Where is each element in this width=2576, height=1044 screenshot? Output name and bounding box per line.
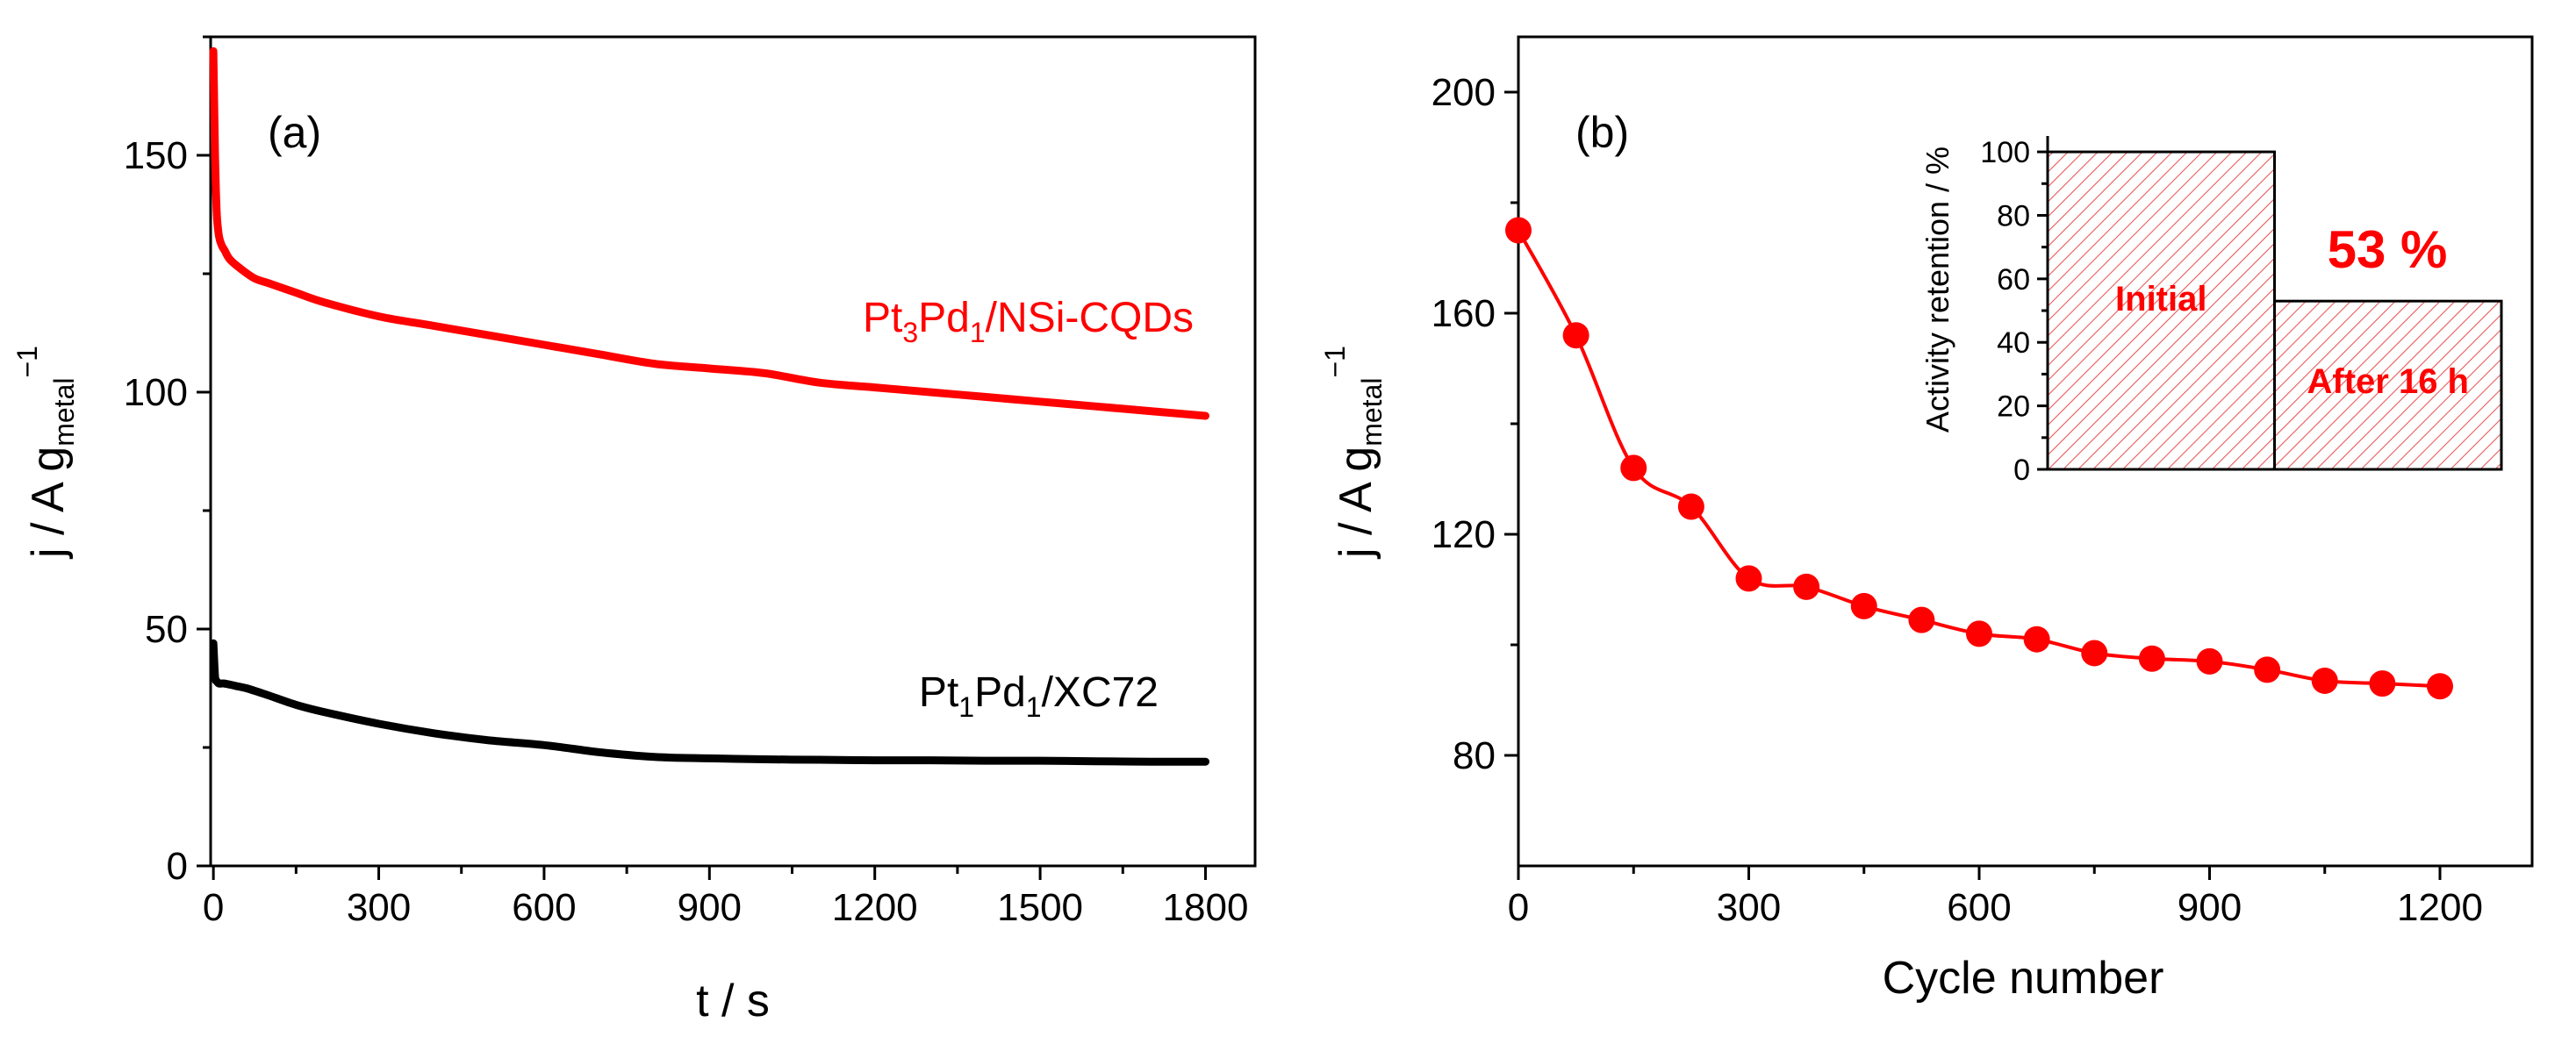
y-axis-title-a-sub: metal xyxy=(48,378,80,447)
x-axis-title-b: Cycle number xyxy=(1883,953,2164,1004)
a-xtick-label-4: 1200 xyxy=(832,886,918,929)
b-xtick-label-0: 0 xyxy=(1508,886,1529,929)
inset-y-axis: 0 20 40 60 80 100 xyxy=(1980,136,2501,487)
b-data-point-15 xyxy=(2369,670,2396,697)
inset-ytick-label-1: 20 xyxy=(1997,390,2030,424)
b-data-point-6 xyxy=(1850,592,1877,619)
a-ytick-label-2: 100 xyxy=(124,371,188,414)
a-ytick-label-3: 150 xyxy=(124,134,188,177)
a-xtick-label-0: 0 xyxy=(203,886,224,929)
series-label-red: Pt3Pd1/NSi-CQDs xyxy=(863,295,1194,348)
b-xtick-label-4: 1200 xyxy=(2397,886,2483,929)
b-data-point-9 xyxy=(2023,626,2050,653)
inset-bar-chart: Initial After 16 h 0 20 40 60 80 100 Activity … xyxy=(1919,136,2503,487)
y-axis-title-b-sub: metal xyxy=(1356,378,1388,447)
b-data-point-2 xyxy=(1620,454,1647,482)
x-axis-title-a: t / s xyxy=(696,976,770,1026)
b-data-point-8 xyxy=(1966,620,1992,647)
b-ytick-label-2: 160 xyxy=(1432,292,1496,335)
series-group-a xyxy=(209,46,1209,766)
retention-annotation: 53 % xyxy=(2328,220,2448,279)
b-xtick-label-3: 900 xyxy=(2178,886,2242,929)
y-axis-title-b-sup: −1 xyxy=(1319,346,1351,377)
series-group-b xyxy=(1505,217,2453,700)
y-axis-ticks-a: 0 50 100 150 xyxy=(124,35,211,888)
a-ytick-label-0: 0 xyxy=(167,845,188,888)
b-ytick-label-3: 200 xyxy=(1432,71,1496,114)
series-red-part1: Pt xyxy=(863,295,902,341)
inset-bars: Initial After 16 h xyxy=(2046,150,2503,471)
b-data-point-3 xyxy=(1677,493,1704,520)
y-axis-title-a: j / A gmetal−1 xyxy=(11,346,80,560)
y-axis-title-b-base: j / A g xyxy=(1331,447,1381,560)
series-red-part3: /NSi-CQDs xyxy=(986,295,1194,341)
plot-frame-b xyxy=(1517,35,2534,868)
b-data-point-5 xyxy=(1793,573,1820,600)
series-black-sub1: 1 xyxy=(958,691,974,723)
series-red-sub1: 3 xyxy=(902,317,918,348)
a-xtick-label-1: 300 xyxy=(347,886,411,929)
y-axis-title-a-base: j / A g xyxy=(23,447,74,560)
inset-ytick-label-4: 80 xyxy=(1997,199,2030,232)
inset-bar-label-1: After 16 h xyxy=(2307,362,2470,401)
a-xtick-label-3: 900 xyxy=(678,886,742,929)
series-black-part3: /XC72 xyxy=(1042,669,1159,716)
b-xtick-label-1: 300 xyxy=(1717,886,1781,929)
y-axis-title-a-sup: −1 xyxy=(11,346,43,377)
x-axis-ticks-b: 0 300 600 900 1200 xyxy=(1508,866,2483,929)
series-label-black: Pt1Pd1/XC72 xyxy=(919,669,1159,723)
b-data-point-1 xyxy=(1562,322,1589,349)
series-black-part2: Pd xyxy=(974,669,1026,716)
b-xtick-label-2: 600 xyxy=(1947,886,2011,929)
series-red-sub2: 1 xyxy=(970,317,986,348)
b-data-point-4 xyxy=(1735,565,1762,592)
a-series-line-1 xyxy=(209,639,1209,766)
inset-bar-1 xyxy=(2273,299,2503,471)
inset-ytick-label-2: 40 xyxy=(1997,326,2030,360)
y-axis-title-b: j / A gmetal−1 xyxy=(1319,346,1388,560)
x-axis-ticks-a: 0 300 600 900 1200 1500 1800 xyxy=(203,866,1249,929)
y-axis-ticks-b: 80 120 160 200 xyxy=(1432,71,1518,777)
b-data-point-0 xyxy=(1505,217,1532,244)
b-data-point-13 xyxy=(2254,656,2281,683)
b-data-point-12 xyxy=(2196,647,2223,675)
series-red-part2: Pd xyxy=(918,295,970,341)
b-data-point-10 xyxy=(2081,640,2108,667)
b-ytick-label-1: 120 xyxy=(1432,513,1496,556)
series-black-part1: Pt xyxy=(919,669,958,716)
a-xtick-label-6: 1800 xyxy=(1163,886,1249,929)
panel-label-a: (a) xyxy=(268,108,321,157)
b-data-point-14 xyxy=(2311,667,2338,694)
b-data-point-16 xyxy=(2427,673,2453,700)
plot-frame-a xyxy=(209,35,1257,868)
inset-y-axis-title: Activity retention / % xyxy=(1919,147,1955,433)
inset-ytick-label-3: 60 xyxy=(1997,263,2030,297)
b-ytick-label-0: 80 xyxy=(1453,734,1496,777)
a-xtick-label-5: 1500 xyxy=(997,886,1083,929)
inset-bar-label-0: Initial xyxy=(2115,280,2206,318)
a-xtick-label-2: 600 xyxy=(512,886,576,929)
inset-ytick-label-0: 0 xyxy=(2013,454,2030,487)
a-ytick-label-1: 50 xyxy=(145,608,188,651)
panel-label-b: (b) xyxy=(1575,108,1629,157)
a-series-line-0 xyxy=(209,46,1209,420)
b-data-point-7 xyxy=(1908,606,1935,633)
inset-bar-0 xyxy=(2046,150,2276,471)
b-data-point-11 xyxy=(2138,645,2165,672)
series-black-sub2: 1 xyxy=(1026,691,1042,723)
inset-ytick-label-5: 100 xyxy=(1980,136,2030,169)
